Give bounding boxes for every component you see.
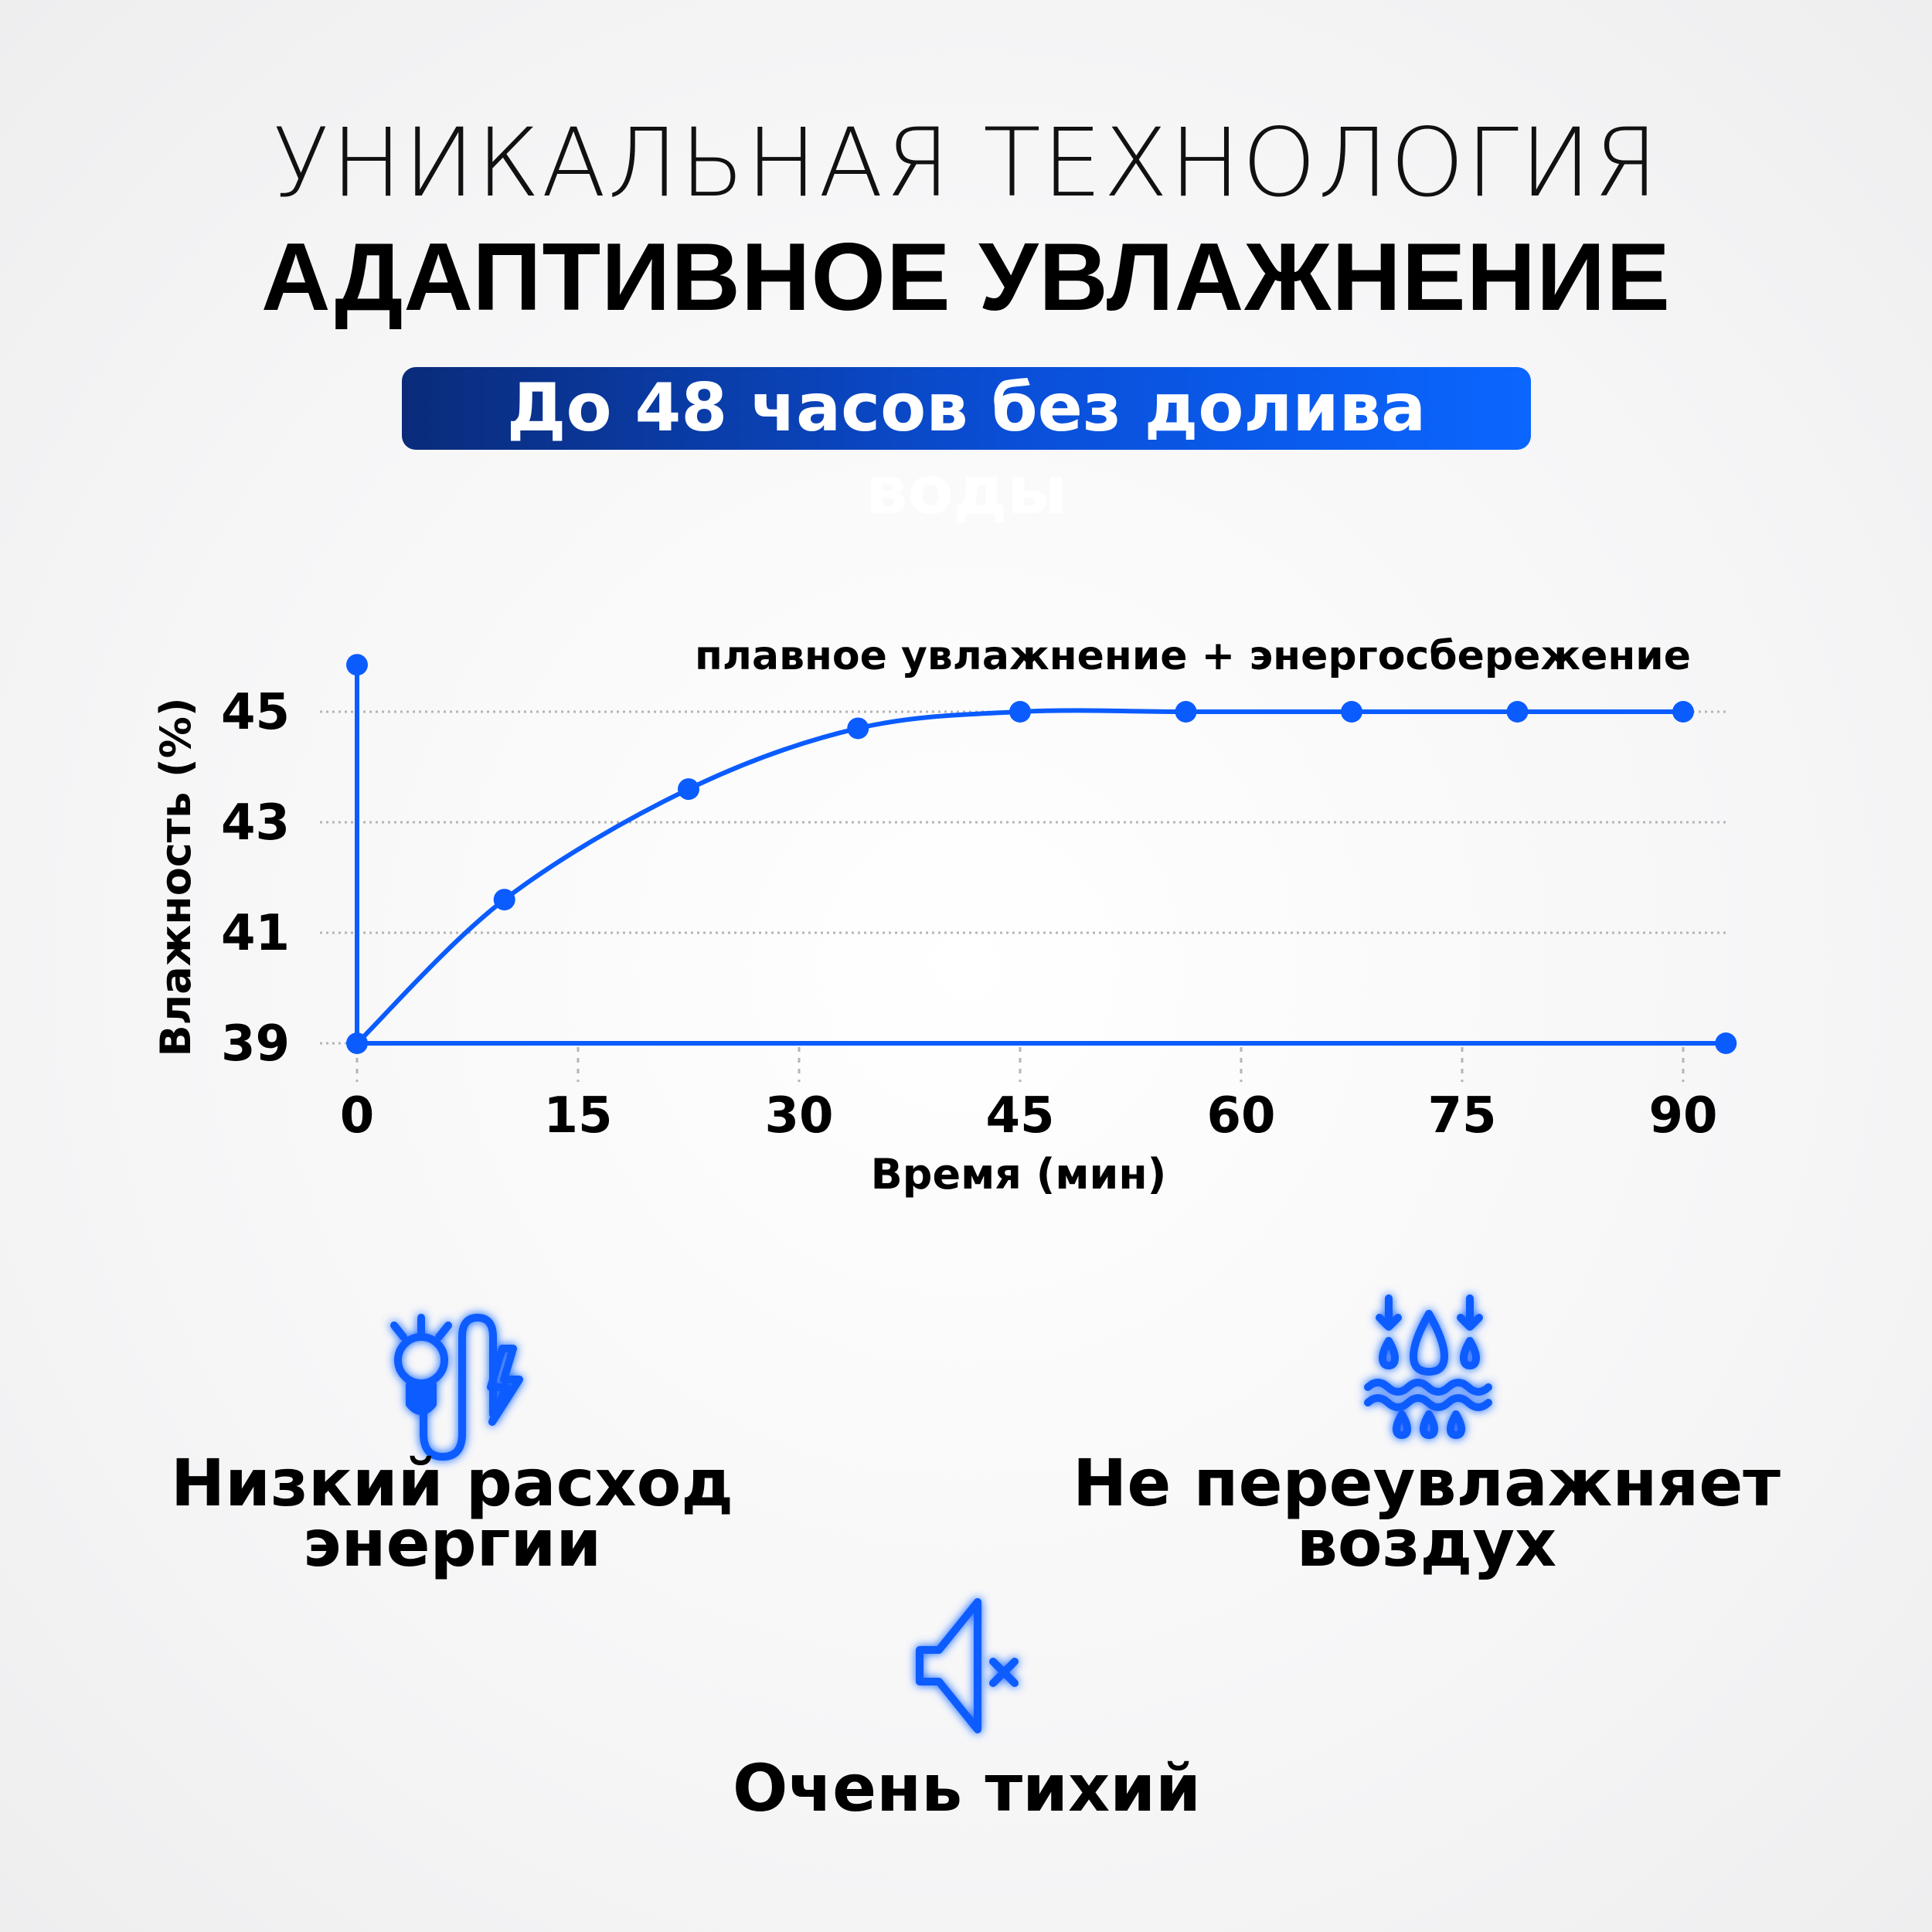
y-tick-label: 39 — [221, 1015, 290, 1073]
data-point — [493, 889, 515, 911]
data-point — [1341, 701, 1362, 723]
title-line-2: АДАПТИВНОЕ УВЛАЖНЕНИЕ — [261, 224, 1671, 331]
y-tick-label: 45 — [221, 684, 290, 741]
feature-title: Низкий расход — [170, 1445, 734, 1521]
feature-quiet: Очень тихий — [580, 1750, 1353, 1826]
x-axis-label: Время (мин) — [871, 1150, 1167, 1199]
y-axis-end-dot — [346, 654, 368, 676]
x-tick-label: 30 — [764, 1087, 833, 1145]
feature-subtitle: воздух — [1296, 1505, 1557, 1581]
data-point — [1009, 701, 1031, 723]
x-tick-label: 15 — [543, 1087, 612, 1145]
x-tick-label: 75 — [1427, 1087, 1496, 1145]
x-tick-label: 90 — [1648, 1087, 1717, 1145]
y-tick-label: 41 — [221, 905, 290, 962]
y-tick-label: 43 — [221, 794, 290, 852]
feature-subtitle: энергии — [302, 1505, 602, 1581]
x-tick-label: 60 — [1206, 1087, 1275, 1145]
feature-low-energy: Низкий расход энергии — [66, 1445, 838, 1581]
chart-annotation: плавное увлажнение + энергосбережение — [695, 633, 1691, 679]
data-point — [1506, 701, 1529, 723]
x-tick-label: 45 — [985, 1087, 1054, 1145]
data-point — [678, 778, 699, 801]
x-axis-end-dot — [1715, 1032, 1737, 1054]
title-line-1: УНИКАЛЬНАЯ ТЕХНОЛОГИЯ — [272, 108, 1660, 218]
y-axis-label: Влажность (%) — [151, 697, 200, 1056]
data-point — [847, 717, 869, 740]
data-point — [1672, 701, 1694, 723]
feature-title: Не переувлажняет — [1073, 1445, 1781, 1521]
badge: До 48 часов без долива воды — [402, 367, 1531, 529]
series-line — [355, 708, 1683, 1046]
feature-no-overhumidify: Не переувлажняет воздух — [1040, 1445, 1813, 1581]
x-tick-label: 0 — [340, 1087, 375, 1145]
data-point — [346, 1032, 368, 1054]
feature-title: Очень тихий — [733, 1750, 1201, 1826]
data-point — [1175, 701, 1197, 723]
